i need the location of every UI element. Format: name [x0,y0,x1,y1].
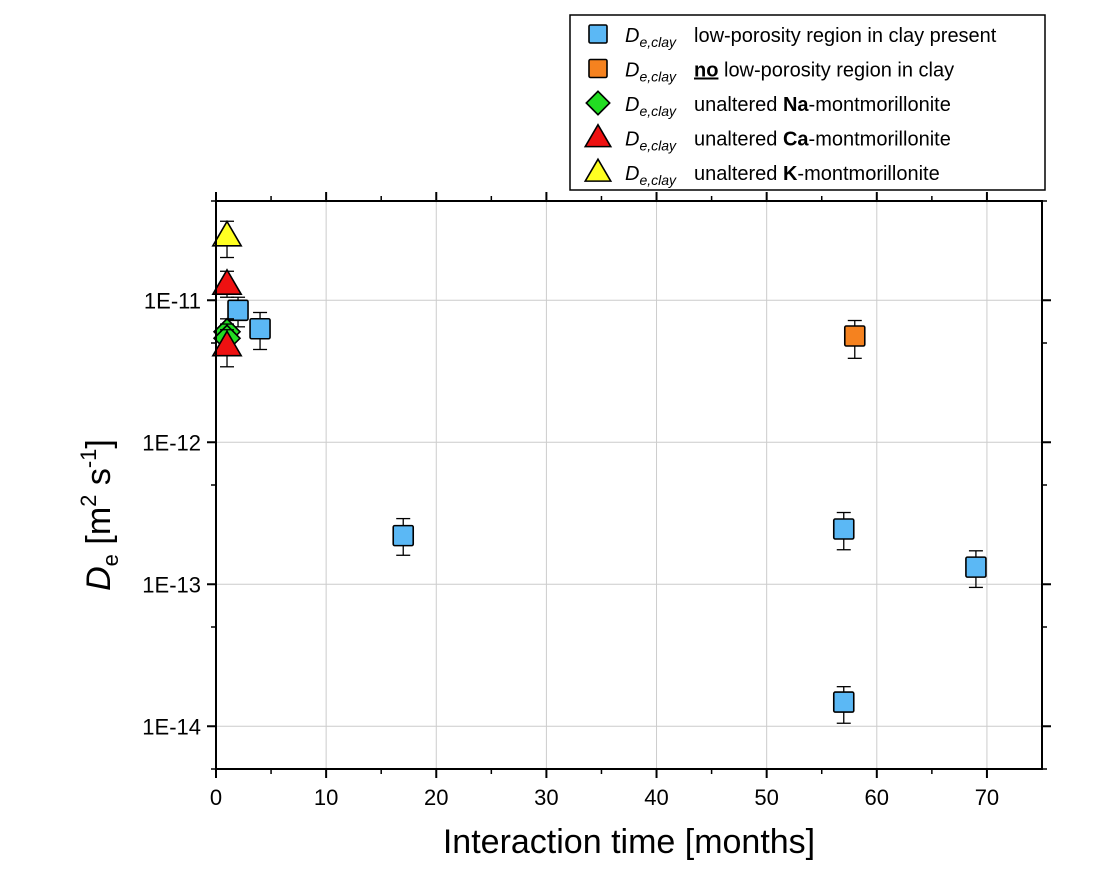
legend-symbol: De,clay [625,129,677,154]
legend-item: De,clay unaltered Ca-montmorillonite [583,123,951,154]
y-axis: 1E-14 1E-13 1E-12 1E-11 [142,200,1051,770]
legend-label: unaltered K-montmorillonite [694,163,940,185]
data-point-square [832,518,855,540]
y-tick-label: 1E-13 [142,572,201,597]
y-label-sup1: 2 [76,495,101,507]
x-tick-label: 40 [644,785,668,810]
y-tick-label: 1E-12 [142,430,201,455]
data-point-square [965,556,987,578]
y-label-units-mid: s [80,468,118,494]
legend-marker-diamond [585,90,611,116]
legend-symbol: De,clay [625,25,677,50]
data-point-square [832,691,855,713]
legend-marker-triangle [583,123,613,148]
data-point-square [227,299,249,322]
y-label-sup2: -1 [76,449,101,469]
x-axis-label: Interaction time [months] [443,823,815,861]
data-point-triangle [211,268,243,295]
y-label-symbol: D [80,566,118,591]
y-axis-label-group: De [m2 s-1] [76,439,123,591]
x-tick-label: 60 [865,785,889,810]
legend: De,clay low-porosity region in clay prese… [569,14,1046,191]
legend-marker-square [588,24,608,44]
data-points [211,219,987,724]
legend-item: De,clay unaltered K-montmorillonite [583,157,940,188]
legend-item: De,clay low-porosity region in clay prese… [588,24,997,50]
y-label-sub: e [98,554,123,566]
plot-frame [215,200,1043,770]
x-tick-label: 0 [210,785,222,810]
x-tick-label: 30 [534,785,558,810]
data-point-square [392,524,415,547]
data-point-square [249,317,271,340]
legend-symbol: De,clay [625,94,677,119]
data-point-triangle [211,219,243,247]
legend-label: no low-porosity region in clay [694,60,954,82]
legend-item: De,clay unaltered Na-montmorillonite [585,90,951,119]
legend-label: unaltered Na-montmorillonite [694,94,951,116]
y-label-units-close: ] [80,439,118,448]
y-axis-label: De [m2 s-1] [76,439,123,591]
y-label-units-open: [m [80,507,118,554]
grid [216,201,1042,769]
legend-marker-square [588,58,608,79]
legend-symbol: De,clay [625,60,677,85]
legend-symbol: De,clay [625,163,677,188]
y-tick-label: 1E-11 [144,288,201,313]
legend-label: low-porosity region in clay present [694,25,997,47]
legend-item: De,clay no low-porosity region in clay [588,58,954,85]
data-point-triangle [211,329,243,357]
legend-label: unaltered Ca-montmorillonite [694,129,951,151]
x-tick-label: 70 [975,785,999,810]
x-tick-label: 20 [424,785,448,810]
x-axis: 0 10 20 30 40 50 60 70 [210,192,999,810]
x-tick-label: 10 [314,785,338,810]
y-tick-label: 1E-14 [142,714,201,739]
x-tick-label: 50 [754,785,778,810]
legend-box [569,14,1046,191]
legend-marker-triangle [583,157,613,182]
data-point-square [843,325,866,347]
